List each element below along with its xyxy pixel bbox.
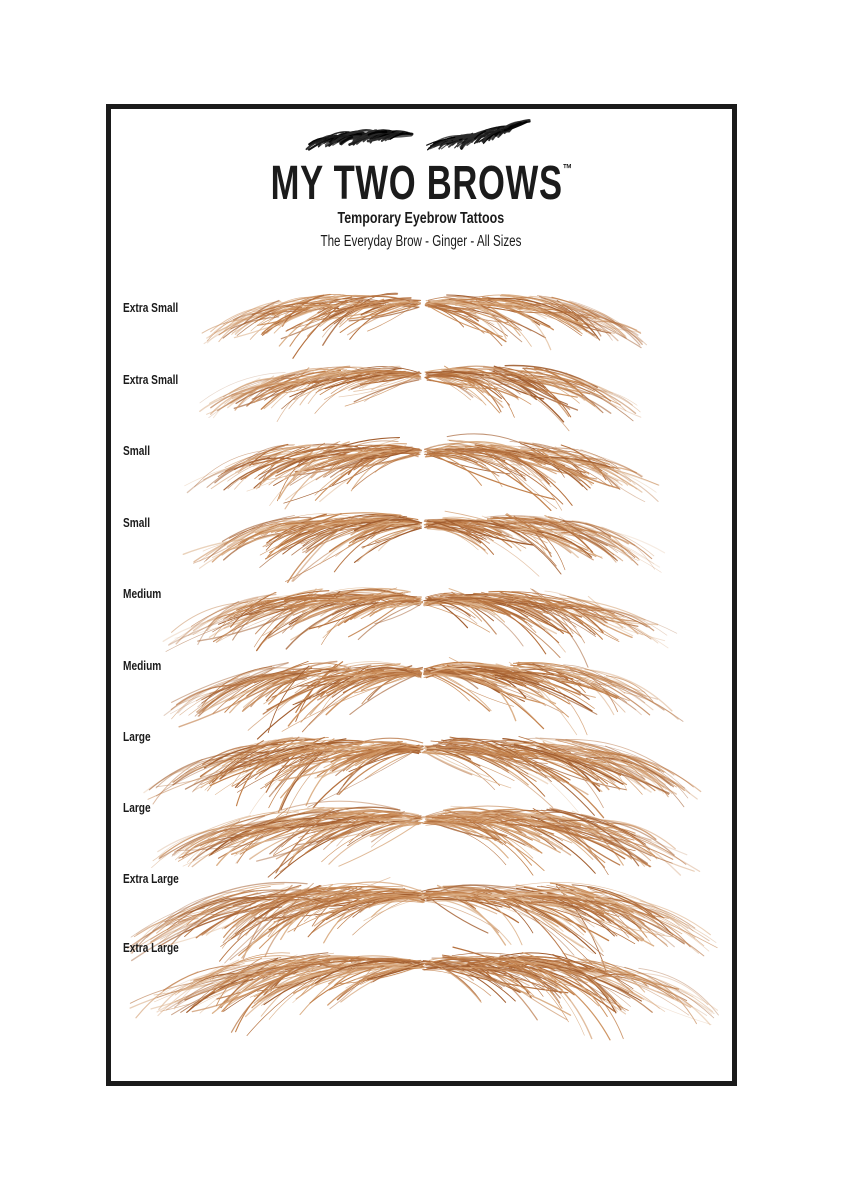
right-eyebrow-illustration bbox=[422, 657, 684, 736]
brand-title: MY TWO BROWS™ bbox=[0, 160, 842, 208]
left-eyebrow-illustration bbox=[151, 800, 424, 879]
right-eyebrow-illustration bbox=[423, 588, 678, 668]
right-eyebrow-illustration bbox=[424, 294, 647, 351]
size-label: Medium bbox=[123, 584, 172, 604]
size-label: Extra Small bbox=[123, 298, 194, 318]
left-eyebrow-illustration bbox=[162, 587, 424, 652]
tagline-text: Temporary Eyebrow Tattoos bbox=[337, 210, 505, 227]
right-eyebrow-illustration bbox=[424, 364, 642, 432]
size-label-text: Extra Small bbox=[123, 372, 179, 387]
left-eyebrow-illustration bbox=[163, 660, 424, 740]
left-eyebrow-illustration bbox=[182, 512, 423, 584]
size-label-text: Large bbox=[123, 729, 151, 744]
brand-title-text: MY TWO BROWS bbox=[270, 157, 563, 210]
left-eyebrow-illustration bbox=[129, 952, 425, 1037]
size-label-text: Extra Large bbox=[123, 940, 179, 955]
tagline: Temporary Eyebrow Tattoos bbox=[0, 209, 842, 228]
trademark-symbol: ™ bbox=[562, 161, 572, 176]
size-label-text: Small bbox=[123, 443, 151, 458]
left-eyebrow-illustration bbox=[199, 365, 422, 422]
right-eyebrow-illustration bbox=[422, 805, 701, 876]
right-eyebrow-illustration bbox=[421, 736, 702, 819]
size-label: Extra Large bbox=[123, 869, 195, 889]
size-label: Extra Small bbox=[123, 370, 194, 390]
product-line-text: The Everyday Brow - Ginger - All Sizes bbox=[320, 233, 522, 250]
size-label: Large bbox=[123, 727, 158, 747]
left-eyebrow-illustration bbox=[184, 436, 423, 510]
left-eyebrow-illustration bbox=[127, 877, 426, 964]
size-label: Small bbox=[123, 513, 158, 533]
size-label-text: Extra Large bbox=[123, 871, 179, 886]
size-label-text: Large bbox=[123, 800, 151, 815]
size-label-text: Medium bbox=[123, 658, 162, 673]
size-label-text: Small bbox=[123, 515, 151, 530]
right-eyebrow-illustration bbox=[421, 946, 719, 1041]
size-label: Extra Large bbox=[123, 938, 195, 958]
size-label: Medium bbox=[123, 656, 172, 676]
left-eyebrow-illustration bbox=[143, 736, 424, 816]
right-eyebrow-illustration bbox=[423, 433, 660, 511]
right-eyebrow-illustration bbox=[423, 510, 666, 577]
size-label-text: Medium bbox=[123, 586, 162, 601]
size-label: Large bbox=[123, 798, 158, 818]
right-eyebrow-illustration bbox=[421, 882, 718, 972]
logo-left-eyebrow-icon bbox=[305, 129, 414, 151]
product-line: The Everyday Brow - Ginger - All Sizes bbox=[0, 233, 842, 252]
size-label: Small bbox=[123, 441, 158, 461]
size-label-text: Extra Small bbox=[123, 300, 179, 315]
logo-right-eyebrow-icon bbox=[426, 119, 531, 151]
left-eyebrow-illustration bbox=[201, 292, 422, 359]
